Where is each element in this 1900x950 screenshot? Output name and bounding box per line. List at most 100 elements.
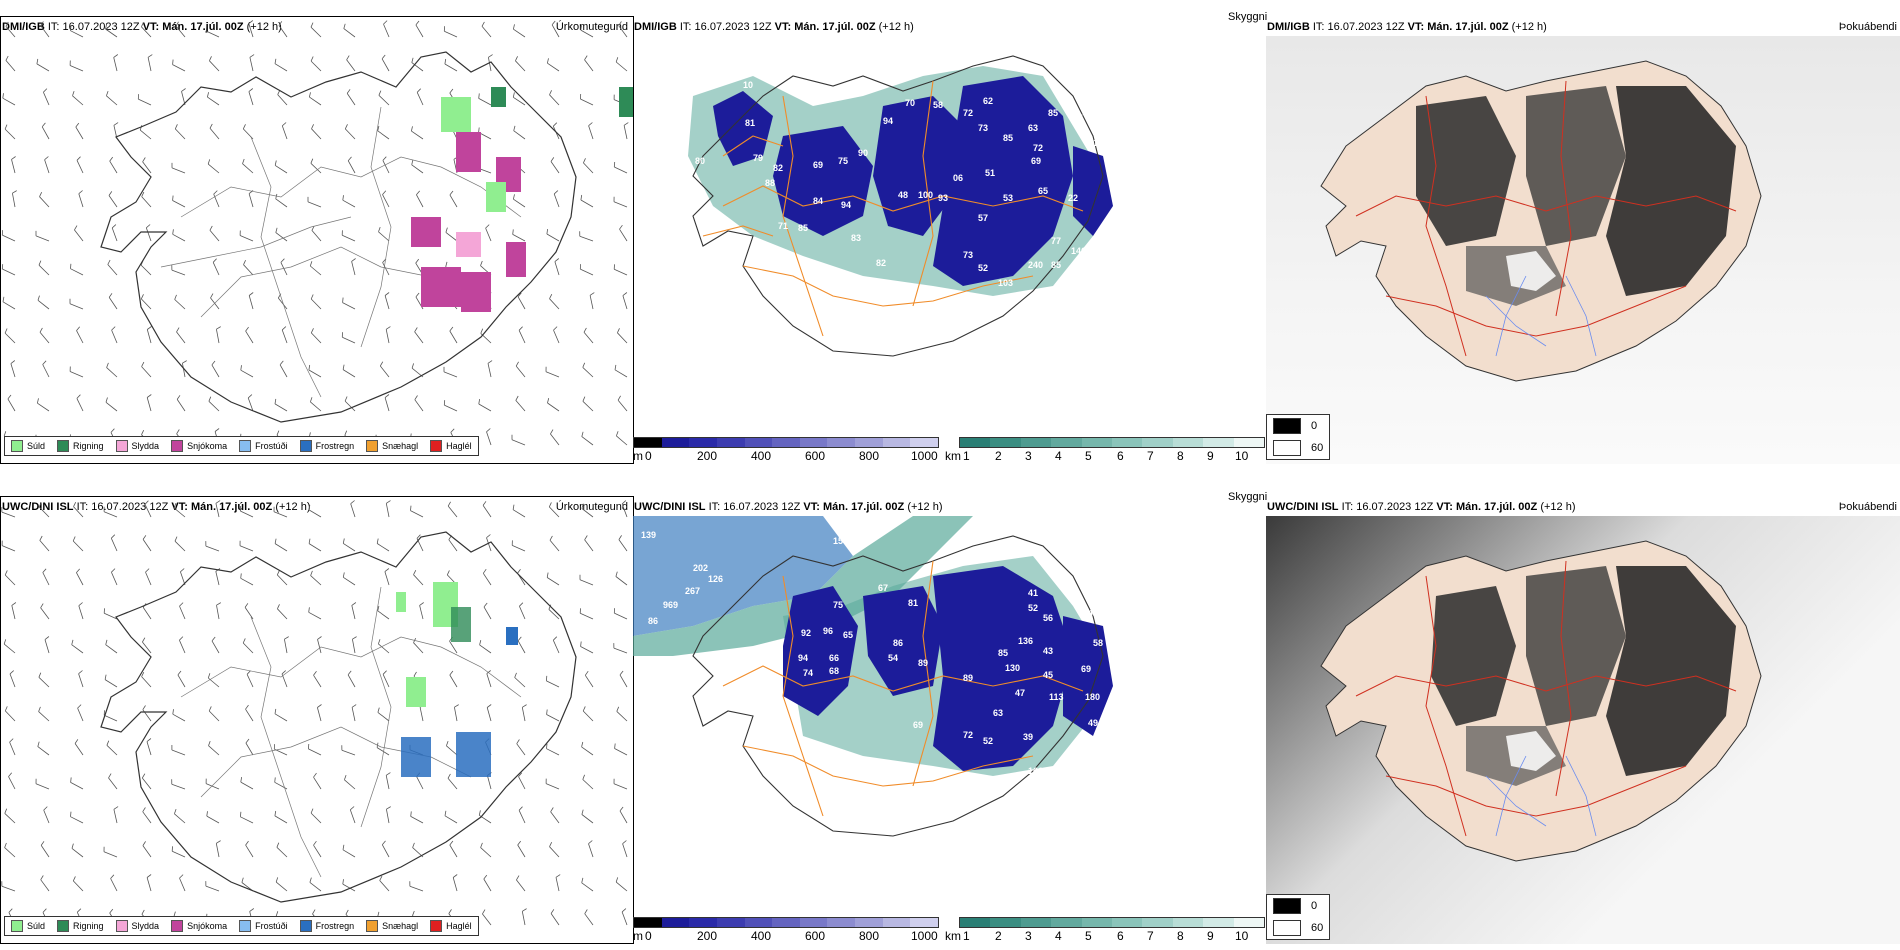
vis-label: 75 [1073,113,1083,123]
wind-barb-feather [209,123,213,129]
wind-barb [142,607,152,620]
wind-barb [73,880,84,892]
wind-barb [308,611,322,620]
wind-barb-feather [145,568,150,573]
wind-barb-feather [105,639,108,645]
wind-barb [581,882,594,892]
wind-barb [381,844,390,858]
wind-barb-feather [109,908,114,914]
wind-barb [588,843,594,858]
wind-barb [582,401,594,412]
wind-barb-feather [240,777,242,783]
wind-barb [276,847,288,858]
wind-barb [3,643,16,654]
wind-barb-feather [11,156,16,160]
wind-barb-feather [281,326,287,331]
wind-barb [2,97,16,106]
elevation-scale: m 0 200 400 600 800 1000 [633,917,939,945]
wind-barb [310,60,322,72]
wind-barb [582,710,594,722]
wind-barb [615,881,628,892]
wind-barb-feather [249,908,255,912]
wind-barb [274,815,288,824]
wind-barb [138,98,152,106]
vis-label: 68 [829,666,839,676]
wind-barb [141,26,152,38]
wind-barb-feather [39,535,43,541]
panel-fog-bottom: UWC/DINI ISL IT: 16.07.2023 12Z VT: Mán.… [1266,480,1900,950]
ptype-legend: Súld Rigning Slydda Snjókoma Frostúði Fr… [4,436,479,456]
vis-label: 49 [1088,718,1098,728]
wind-barb-feather [548,502,552,508]
vis-label: 79 [753,153,763,163]
visibility-scale: km 1 2 3 4 5 6 7 8 9 10 [945,437,1265,465]
wind-barb-feather [616,706,620,712]
wind-barb [141,298,152,310]
wind-barb [521,911,526,926]
wind-barb-feather [549,90,552,95]
iceland-outline [692,535,1104,837]
vis-label: 63 [993,708,1003,718]
wind-barb-feather [140,294,144,300]
wind-barb-feather [40,603,44,609]
wind-barb-feather [42,360,47,365]
wind-barb [69,65,84,72]
vis-labels: 139 155 202 126 267 969 86 75 92 94 96 6… [641,530,1135,776]
wind-barb [71,644,84,654]
wind-barb-feather [621,500,627,505]
wind-barb [245,708,254,722]
wind-barb [37,402,50,412]
wind-barb [1,885,16,892]
wind-barb [343,28,356,38]
wind-barb-feather [38,502,42,508]
wind-barb [584,913,594,926]
wind-barb-feather [486,534,491,539]
wind-barb [376,747,390,756]
wind-barb-feather [179,636,184,641]
wind-barb [208,710,220,722]
wind-barb [38,677,50,688]
wind-barb [309,882,322,892]
legend-item: Súld [11,920,45,932]
wind-barb-feather [310,56,314,62]
wind-barb-feather [617,395,621,401]
wind-barb [617,332,628,344]
wind-barb [486,537,492,552]
wind-barb-feather [478,93,480,99]
wind-barb [616,435,628,446]
wind-barb [553,329,560,344]
wind-barb [313,844,322,858]
wind-barb [613,783,628,790]
wind-barb-feather [377,605,380,611]
wind-barb-feather [245,738,250,744]
vis-label: 56 [1043,613,1053,623]
wind-barb-feather [488,54,493,58]
swatch-snaehagl [366,440,379,452]
wind-barb-feather [377,707,380,713]
wind-barb-feather [110,428,115,433]
vis-label: 136 [1018,636,1033,646]
wind-barb [8,776,16,790]
wind-barb-feather [141,430,145,435]
wind-barb-feather [549,294,553,299]
wind-barb-feather [76,326,81,331]
wind-barb-feather [581,809,584,815]
vis-label: 75 [838,156,848,166]
wind-barb [448,539,458,552]
wind-barb-feather [447,773,451,779]
wind-barb [141,777,152,790]
wind-barb [5,60,16,72]
wind-barb-feather [519,602,524,607]
wind-barb [38,711,50,722]
vis-label: 58 [1093,638,1103,648]
wind-barb-feather [38,260,42,266]
wind-barb-feather [12,190,17,194]
wind-barb [588,125,594,140]
wind-barb-feather [518,772,523,777]
wind-barb [615,576,628,586]
wind-barb [274,713,288,722]
wind-barb [215,571,220,586]
wind-barb-feather [74,739,79,744]
wind-barb [70,782,84,790]
wind-barb [172,850,186,858]
